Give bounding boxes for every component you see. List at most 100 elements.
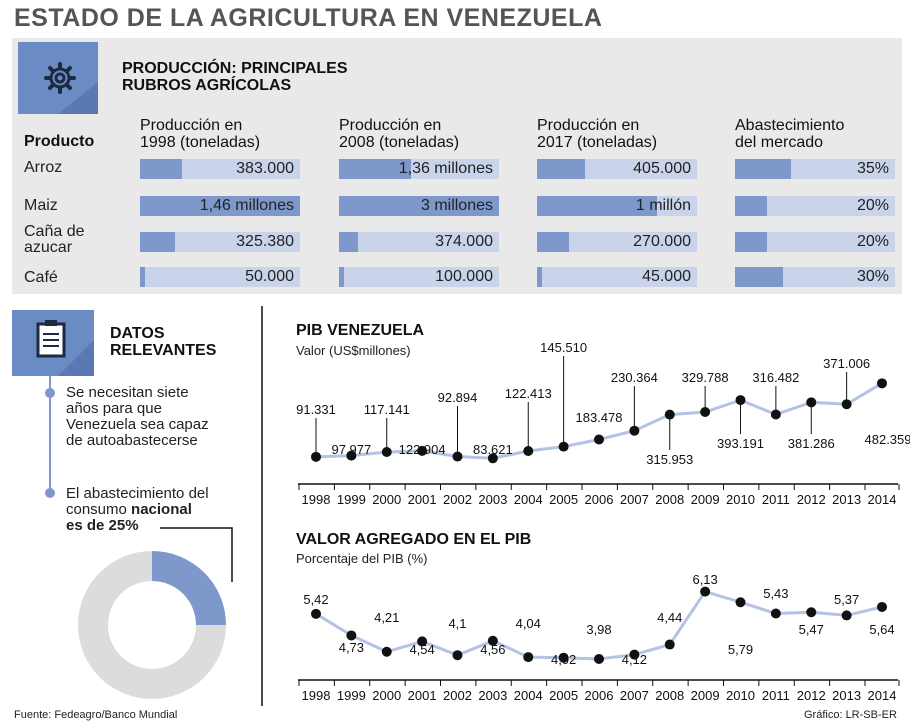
- data-label: 3,98: [586, 622, 611, 637]
- x-tick-label: 2002: [443, 688, 472, 702]
- x-tick-label: 2008: [655, 688, 684, 702]
- data-point: [523, 652, 534, 663]
- bar-value: 35%: [856, 160, 889, 177]
- data-label: 230.364: [611, 370, 658, 385]
- data-label: 5,47: [799, 622, 824, 637]
- page-title: ESTADO DE LA AGRICULTURA EN VENEZUELA: [14, 4, 603, 32]
- data-label: 91.331: [296, 402, 336, 417]
- col-header-abast-line1: Abastecimiento: [735, 117, 845, 134]
- note2-line2a: consumo: [66, 501, 132, 518]
- col-header-abastecimiento: Abastecimiento del mercado: [735, 117, 844, 151]
- data-point: [594, 653, 604, 664]
- data-point: [735, 395, 746, 406]
- col-header-2017-line1: Producción en: [537, 117, 640, 134]
- x-tick-label: 2011: [762, 688, 790, 702]
- bar-fill: [140, 159, 182, 179]
- data-label: 5,42: [303, 592, 328, 607]
- datos-heading: DATOS RELEVANTES: [110, 325, 216, 359]
- data-point: [311, 451, 321, 462]
- data-label: 4,04: [516, 616, 541, 631]
- va-ylabel: Porcentaje del PIB (%): [296, 551, 428, 566]
- product-name-cana-line2: azucar: [24, 239, 73, 256]
- data-point: [346, 630, 357, 641]
- data-label: 4,44: [657, 610, 682, 625]
- product-name-cana: Caña de azucar: [24, 224, 85, 256]
- bar-2017: 270.000: [537, 232, 697, 252]
- data-point: [700, 586, 711, 597]
- bar-fill: [735, 159, 791, 179]
- bar-fill: [735, 196, 767, 216]
- col-header-2008-line1: Producción en: [339, 117, 442, 134]
- x-tick-label: 2009: [691, 492, 720, 507]
- bar-fill: [339, 267, 344, 287]
- data-point: [877, 378, 887, 389]
- note2-line1: El abastecimiento del: [66, 485, 209, 502]
- product-name-arroz: Arroz: [24, 159, 63, 176]
- data-point: [452, 650, 463, 661]
- donut-slice: [152, 551, 226, 625]
- pib-ylabel: Valor (US$millones): [296, 343, 411, 358]
- x-tick-label: 2004: [514, 492, 543, 507]
- x-tick-label: 2014: [868, 688, 897, 702]
- data-point: [381, 446, 392, 457]
- data-label: 6,13: [692, 572, 717, 587]
- bar-1998: 383.000: [140, 159, 300, 179]
- bar-value: 100.000: [435, 268, 493, 285]
- x-tick-label: 2013: [832, 492, 861, 507]
- data-point: [452, 451, 463, 462]
- product-name-cana-line1: Caña de: [24, 223, 85, 240]
- note2-line2b: nacional: [131, 501, 192, 518]
- data-label: 122.413: [505, 386, 552, 401]
- bar-fill: [339, 196, 499, 216]
- bar-2008: 3 millones: [339, 196, 499, 216]
- data-label: 4,54: [409, 642, 434, 657]
- document-icon: [12, 310, 94, 376]
- bar-value: 325.380: [236, 233, 294, 250]
- data-point: [629, 649, 640, 660]
- timeline-line: [49, 376, 51, 496]
- va-chart: 1998 1999 2000 2001 2002 2003 2004 2005 2006 2007…: [298, 572, 900, 702]
- data-label: 315.953: [646, 452, 693, 467]
- col-header-2008-line2: 2008 (toneladas): [339, 134, 460, 151]
- data-label: 5,79: [728, 642, 753, 657]
- note1-line: años para que: [66, 400, 162, 417]
- production-heading: PRODUCCIÓN: PRINCIPALES RUBROS AGRÍCOLAS: [122, 60, 348, 94]
- data-point: [523, 445, 534, 456]
- data-point: [735, 597, 746, 608]
- bar-value: 50.000: [245, 268, 294, 285]
- footer-source: Fuente: Fedeagro/Banco Mundial: [14, 709, 178, 721]
- col-header-2017-line2: 2017 (toneladas): [537, 134, 658, 151]
- x-tick-label: 2012: [797, 688, 826, 702]
- x-tick-label: 2010: [726, 688, 755, 702]
- data-label: 329.788: [682, 370, 729, 385]
- bar-2017: 405.000: [537, 159, 697, 179]
- bar-1998: 1,46 millones: [140, 196, 300, 216]
- bar-value: 405.000: [633, 160, 691, 177]
- data-point: [558, 441, 569, 452]
- data-point: [594, 434, 604, 445]
- x-tick-label: 1998: [302, 688, 331, 702]
- footer-credit: Gráfico: LR-SB-ER: [804, 709, 897, 721]
- va-title: VALOR AGREGADO EN EL PIB: [296, 531, 532, 548]
- data-point: [629, 425, 640, 436]
- data-point: [311, 608, 321, 619]
- x-tick-label: 2011: [762, 492, 790, 507]
- bar-fill: [140, 232, 175, 252]
- bar-fill: [140, 196, 300, 216]
- col-header-2008: Producción en 2008 (toneladas): [339, 117, 459, 151]
- data-point: [346, 450, 357, 461]
- bar-fill: [735, 232, 767, 252]
- bar-fill: [735, 267, 783, 287]
- x-tick-label: 2012: [797, 492, 826, 507]
- bar-value: 270.000: [633, 233, 691, 250]
- x-tick-label: 2009: [691, 688, 720, 702]
- x-tick-label: 1998: [302, 492, 331, 507]
- data-label: 97.977: [331, 442, 371, 457]
- x-tick-label: 2001: [408, 492, 437, 507]
- data-point: [877, 601, 887, 612]
- bar-value: 1,36 millones: [398, 160, 493, 177]
- bullet-dot: [45, 388, 55, 398]
- note-abastecimiento: El abastecimiento del consumo nacional e…: [66, 486, 209, 534]
- col-header-1998-line2: 1998 (toneladas): [140, 134, 261, 151]
